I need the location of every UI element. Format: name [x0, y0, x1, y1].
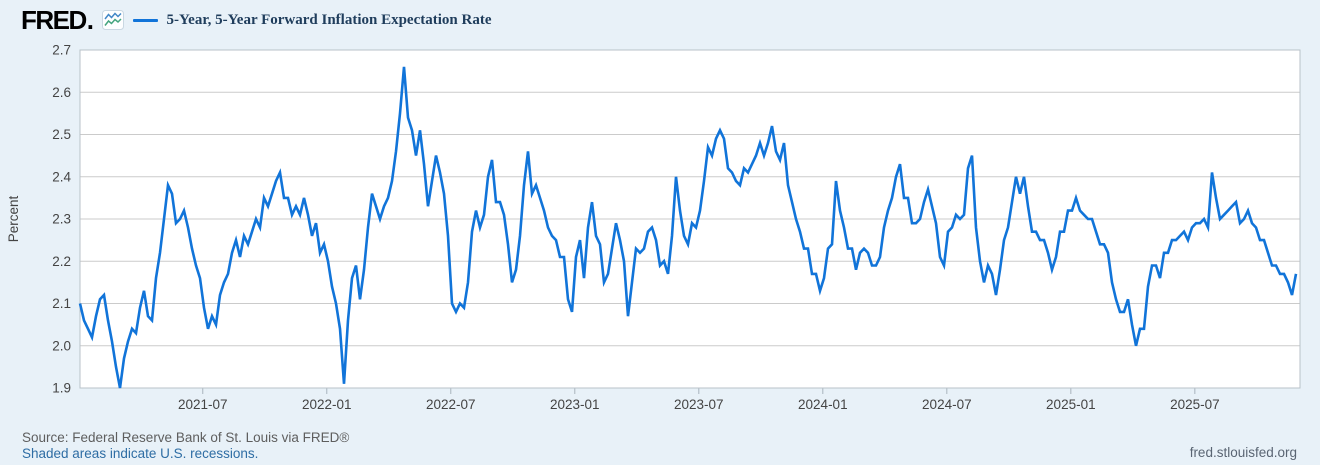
chart-footer: Source: Federal Reserve Bank of St. Loui…	[22, 430, 349, 461]
fred-logo-text: FRED	[21, 4, 87, 35]
fred-logo[interactable]: FRED.	[21, 4, 94, 36]
y-tick-label: 2.5	[52, 127, 71, 142]
chart-header: FRED. 5-Year, 5-Year Forward Inflation E…	[21, 4, 491, 36]
series-line	[78, 66, 1298, 389]
x-tick-label: 2023-07	[674, 397, 724, 412]
y-tick-label: 2.4	[52, 169, 71, 184]
legend-line-swatch	[132, 18, 158, 22]
x-tick-label: 2021-07	[178, 397, 228, 412]
x-tick-label: 2025-01	[1046, 397, 1096, 412]
x-tick-label: 2022-01	[302, 397, 352, 412]
plot-border	[79, 49, 1301, 389]
x-tick-label: 2025-07	[1170, 397, 1220, 412]
x-axis-ticks	[202, 388, 1196, 394]
y-axis-title: Percent	[6, 195, 21, 242]
x-axis-labels: 2021-07 2022-01 2022-07 2023-01 2023-07 2024-…	[178, 397, 1220, 412]
y-axis-labels: 2.7 2.6 2.5 2.4 2.3 2.2 2.1 2.0 1.9	[52, 43, 71, 396]
x-tick-label: 2022-07	[426, 397, 476, 412]
x-tick-label: 2024-01	[798, 397, 848, 412]
x-tick-label: 2024-07	[922, 397, 972, 412]
y-tick-label: 2.0	[52, 338, 71, 353]
y-tick-label: 2.7	[52, 43, 71, 58]
recession-note-link[interactable]: Shaded areas indicate U.S. recessions.	[22, 445, 259, 461]
source-text: Source: Federal Reserve Bank of St. Loui…	[22, 430, 350, 445]
fred-logo-dot: .	[86, 4, 94, 35]
fred-site-link[interactable]: fred.stlouisfed.org	[1189, 445, 1297, 460]
x-tick-label: 2023-01	[550, 397, 600, 412]
y-tick-label: 1.9	[52, 381, 71, 396]
y-tick-label: 2.2	[52, 254, 71, 269]
y-tick-label: 2.1	[52, 296, 71, 311]
fred-sparkline-icon	[101, 10, 124, 30]
y-tick-label: 2.6	[52, 85, 71, 100]
series-title: 5-Year, 5-Year Forward Inflation Expecta…	[166, 11, 492, 28]
y-tick-label: 2.3	[52, 212, 71, 227]
